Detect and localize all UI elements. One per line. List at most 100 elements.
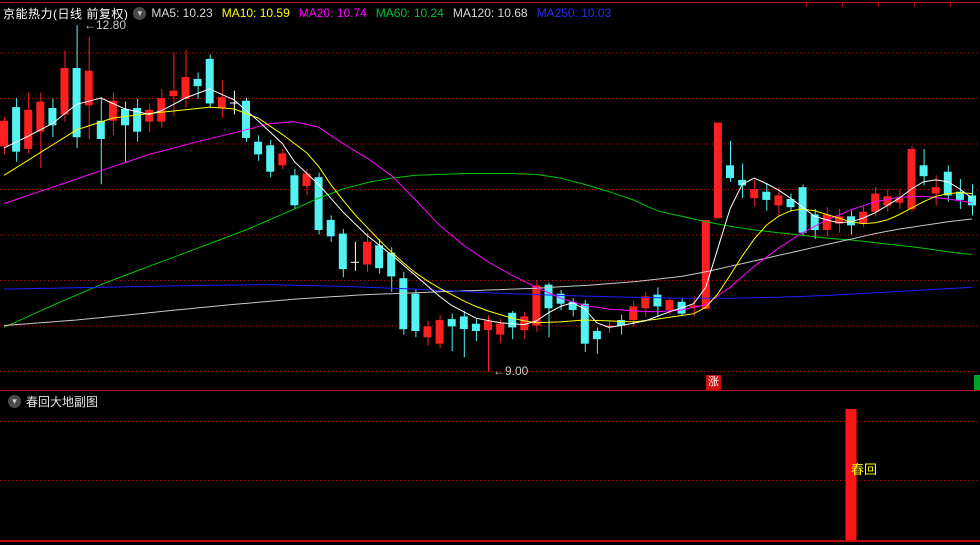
- candle-body: [810, 214, 819, 230]
- candle-body: [750, 189, 759, 199]
- candle-body: [641, 296, 650, 309]
- candle-body: [411, 293, 420, 331]
- candle-body: [121, 108, 129, 126]
- candle-body: [375, 245, 384, 269]
- candle-body: [24, 109, 33, 149]
- candle-body: [713, 122, 722, 219]
- candle-body: [484, 320, 492, 330]
- candle-body: [968, 195, 976, 206]
- candle-body: [592, 331, 601, 340]
- candle-body: [738, 179, 747, 186]
- candle-body: [48, 108, 57, 126]
- candle-body: [181, 77, 190, 99]
- candle-body: [907, 149, 916, 210]
- candle-body: [133, 108, 142, 132]
- candle-body: [459, 316, 468, 330]
- candle-body: [955, 191, 964, 200]
- candle-body: [302, 173, 311, 187]
- candle-body: [605, 325, 613, 328]
- candle-body: [314, 177, 323, 230]
- candle-body: [72, 68, 81, 138]
- chevron-down-icon[interactable]: ▾: [133, 6, 147, 20]
- candle-body: [665, 300, 674, 310]
- bottom-frame-line: [0, 540, 980, 542]
- candle-body: [883, 196, 892, 206]
- candle-body: [326, 219, 335, 237]
- candle-body: [847, 216, 855, 226]
- chevron-down-icon[interactable]: ▾: [8, 395, 21, 408]
- candle-body: [617, 320, 626, 326]
- candle-body: [726, 165, 734, 178]
- candle-body: [278, 153, 287, 166]
- stock-title: 京能热力(日线 前复权): [3, 6, 129, 21]
- candle-body: [653, 294, 662, 307]
- ma-legend-item-ma10: MA10: 10.59: [221, 6, 290, 20]
- ma-legend-item-ma20: MA20: 10.74: [298, 6, 367, 20]
- candle-body: [217, 97, 226, 108]
- candle-body: [895, 198, 904, 203]
- candle-body: [205, 58, 214, 104]
- sub-chart-title: 春回大地副图: [26, 395, 99, 409]
- candle-body: [266, 145, 275, 172]
- candle-body: [532, 285, 541, 326]
- main-chart-header: 京能热力(日线 前复权) ▾ MA5: 10.23 MA10: 10.59 MA20…: [3, 5, 620, 21]
- candle-body: [12, 107, 21, 152]
- candle-body: [520, 316, 529, 331]
- candle-body: [629, 306, 638, 321]
- candle-body: [60, 68, 69, 115]
- low-price-label: ←9.00: [493, 364, 529, 378]
- candle-body: [254, 141, 263, 155]
- ma-line-ma120: [3, 218, 973, 326]
- candle-body: [0, 120, 8, 147]
- ma-line-ma20: [3, 121, 973, 313]
- ma-line-ma250: [3, 284, 973, 299]
- ma-line-ma60: [3, 173, 973, 328]
- candle-body: [798, 187, 807, 233]
- candle-body: [943, 171, 952, 196]
- sub-chart-header: ▾ 春回大地副图: [3, 394, 98, 409]
- candle-body: [193, 78, 202, 87]
- candle-body: [580, 303, 589, 344]
- candle-body: [169, 90, 178, 97]
- ma-legend: MA5: 10.23 MA10: 10.59 MA20: 10.74 MA60: 10…: [151, 6, 620, 20]
- ma-legend-item-ma250: MA250: 10.03: [536, 6, 612, 20]
- candle-body: [786, 199, 795, 208]
- candle-body: [435, 320, 444, 344]
- candle-body: [496, 323, 505, 335]
- high-price-label: ←12.80: [84, 18, 127, 32]
- candle-body: [701, 219, 710, 310]
- candle-body: [822, 214, 831, 230]
- candle-body: [338, 233, 347, 270]
- candle-body: [931, 187, 940, 194]
- candle-body: [96, 120, 105, 139]
- ma-legend-item-ma60: MA60: 10.24: [375, 6, 444, 20]
- candle-body: [568, 301, 577, 310]
- candle-body: [387, 252, 396, 277]
- candle-body: [108, 100, 117, 121]
- candle-body: [762, 191, 771, 200]
- sub-chart-signal-bar: [845, 409, 857, 540]
- candle-body: [242, 100, 250, 138]
- top-axis-line: [0, 2, 980, 3]
- candle-body: [36, 101, 45, 132]
- sub-chart-signal-label: 春回: [851, 462, 878, 477]
- candle-body: [363, 241, 371, 265]
- candle-body: [689, 305, 698, 308]
- candle-body: [84, 70, 93, 106]
- candle-body: [508, 312, 517, 328]
- ma-line-ma10: [3, 106, 973, 324]
- candle-body: [544, 284, 553, 309]
- candle-body: [919, 165, 928, 177]
- panel-separator-line: [0, 390, 980, 391]
- candle-body: [290, 175, 299, 206]
- candle-body: [399, 278, 408, 330]
- candle-body: [157, 98, 166, 122]
- candle-body: [834, 216, 843, 224]
- candle-body: [145, 109, 154, 122]
- candle-body: [871, 193, 880, 212]
- ma-line-ma5: [3, 88, 973, 328]
- candle-body: [447, 319, 456, 327]
- ma-legend-item-ma120: MA120: 10.68: [452, 6, 528, 20]
